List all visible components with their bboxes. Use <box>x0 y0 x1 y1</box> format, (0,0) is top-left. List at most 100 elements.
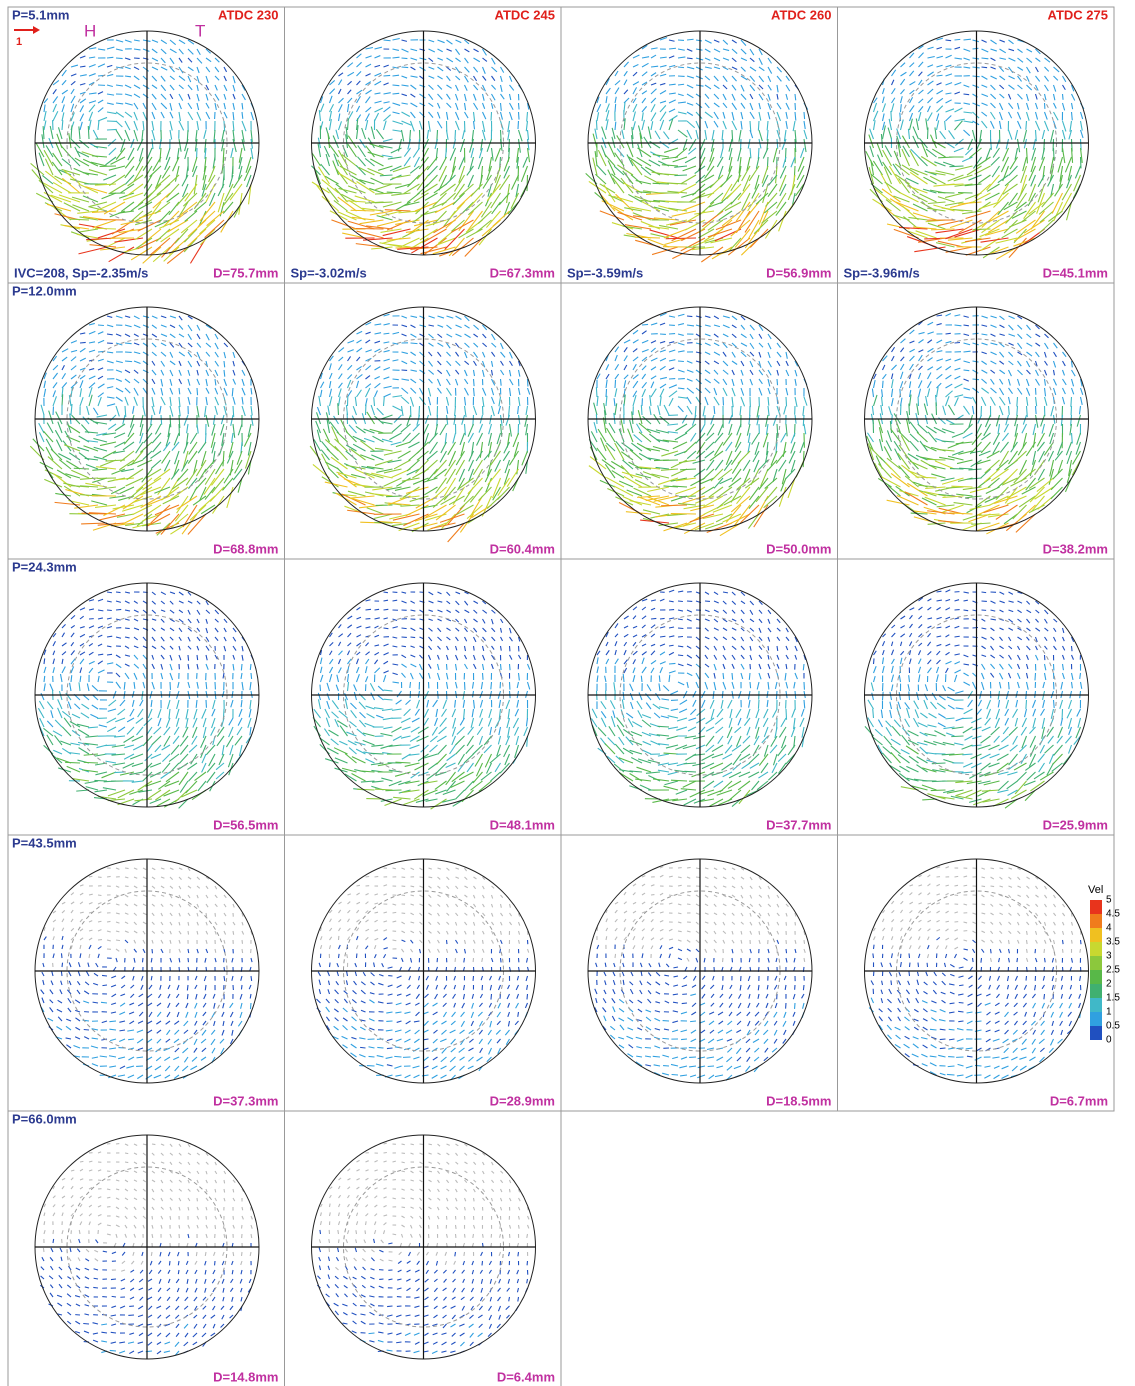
vector <box>519 388 520 395</box>
vector <box>152 433 161 443</box>
vector <box>946 384 953 388</box>
vector <box>465 112 469 118</box>
vector <box>207 772 215 783</box>
vector <box>483 628 487 632</box>
vector <box>667 183 687 184</box>
vector <box>206 343 211 347</box>
vector <box>714 397 719 405</box>
vector <box>152 343 156 347</box>
vector <box>125 130 130 141</box>
vector <box>429 49 435 52</box>
vector <box>432 727 437 735</box>
vector <box>714 388 717 395</box>
vector <box>637 443 651 451</box>
vector <box>179 343 182 347</box>
vector <box>499 727 501 735</box>
vector <box>179 388 180 394</box>
vector <box>479 736 482 745</box>
vector <box>89 643 93 646</box>
vector <box>143 352 148 355</box>
vector <box>474 601 478 603</box>
vector <box>357 62 362 67</box>
vector <box>411 664 417 667</box>
vector <box>330 659 333 664</box>
vector <box>167 700 170 709</box>
vector <box>937 47 942 49</box>
vector <box>474 121 475 129</box>
vector <box>360 220 384 224</box>
vector <box>38 708 44 718</box>
vector <box>633 626 637 628</box>
vector <box>62 373 66 379</box>
vector <box>1081 112 1083 119</box>
vector <box>84 754 98 755</box>
vector <box>498 406 500 414</box>
vector <box>705 397 708 405</box>
vector <box>330 96 333 103</box>
vector <box>675 433 687 440</box>
vector <box>928 348 934 352</box>
vector <box>703 469 714 480</box>
vector <box>107 718 116 723</box>
vector <box>179 76 185 81</box>
vector <box>427 130 428 139</box>
vector <box>777 343 781 348</box>
vector <box>443 700 446 709</box>
vector <box>215 94 219 100</box>
vector <box>633 357 638 361</box>
vector <box>1000 406 1003 415</box>
vector <box>233 370 235 375</box>
vector <box>197 112 201 121</box>
vector <box>678 184 696 193</box>
vector <box>134 121 138 130</box>
vector <box>250 700 251 709</box>
vector <box>714 112 718 119</box>
vector <box>152 628 155 631</box>
vector <box>479 424 482 433</box>
vector <box>330 642 334 646</box>
vector <box>348 651 350 655</box>
vector <box>393 112 400 114</box>
vector <box>206 352 210 356</box>
vector <box>982 40 987 42</box>
vector <box>429 601 434 603</box>
vector <box>402 655 406 658</box>
vector <box>928 367 933 370</box>
vector <box>651 389 656 397</box>
vector <box>420 370 425 373</box>
vector <box>951 486 972 487</box>
vector <box>510 664 511 670</box>
vector <box>134 103 138 109</box>
vector <box>679 460 696 463</box>
vector <box>596 120 597 130</box>
vector <box>664 148 678 152</box>
vector <box>152 655 154 660</box>
vector <box>388 157 402 159</box>
vector <box>198 442 206 453</box>
vector <box>723 121 726 129</box>
vector <box>41 405 44 415</box>
vector <box>134 316 140 319</box>
vector <box>134 388 138 395</box>
vector <box>411 727 420 732</box>
vector <box>687 39 694 40</box>
vector <box>1009 361 1014 365</box>
vector <box>759 388 762 395</box>
vector <box>429 433 438 443</box>
vector <box>1000 112 1003 120</box>
vector <box>411 58 418 60</box>
vector <box>372 436 383 442</box>
vector <box>946 83 953 85</box>
vector <box>456 601 460 605</box>
vector <box>447 316 454 318</box>
vector <box>152 94 156 99</box>
distance-label: D=75.7mm <box>213 265 278 280</box>
vector <box>392 709 402 710</box>
vector <box>89 350 95 352</box>
vector <box>592 709 597 718</box>
vector <box>696 316 702 317</box>
vector <box>946 40 952 41</box>
vector <box>438 664 439 670</box>
vector <box>633 375 638 379</box>
vector <box>720 175 732 187</box>
